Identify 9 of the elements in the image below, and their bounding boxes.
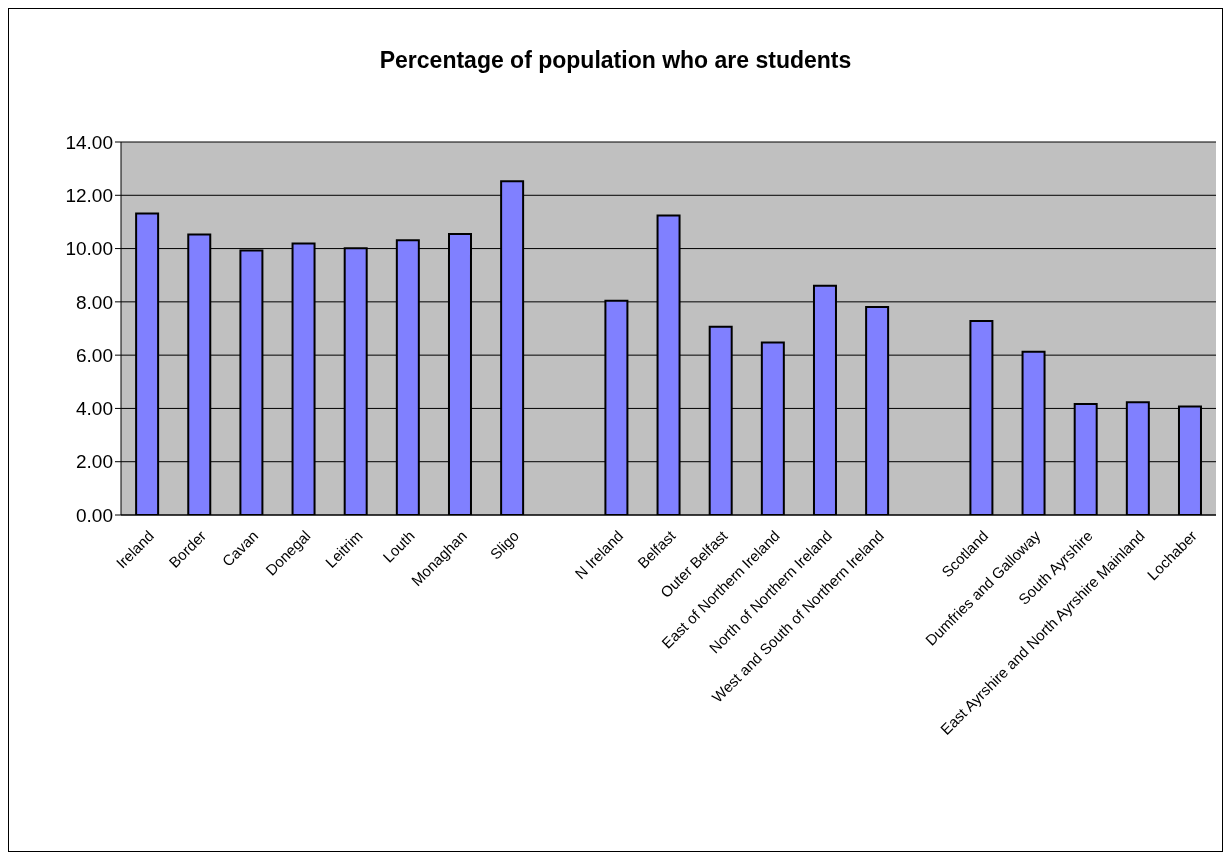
y-tick-label: 0.00 (76, 504, 113, 526)
y-tick-label: 4.00 (76, 398, 113, 420)
y-tick-label: 10.00 (65, 238, 113, 260)
y-tick-label: 8.00 (76, 291, 113, 313)
y-tick-label: 2.00 (76, 451, 113, 473)
y-tick-label: 12.00 (65, 185, 113, 207)
chart-title: Percentage of population who are students (378, 47, 853, 74)
y-tick-label: 6.00 (76, 344, 113, 366)
y-tick-label: 14.00 (65, 131, 113, 153)
